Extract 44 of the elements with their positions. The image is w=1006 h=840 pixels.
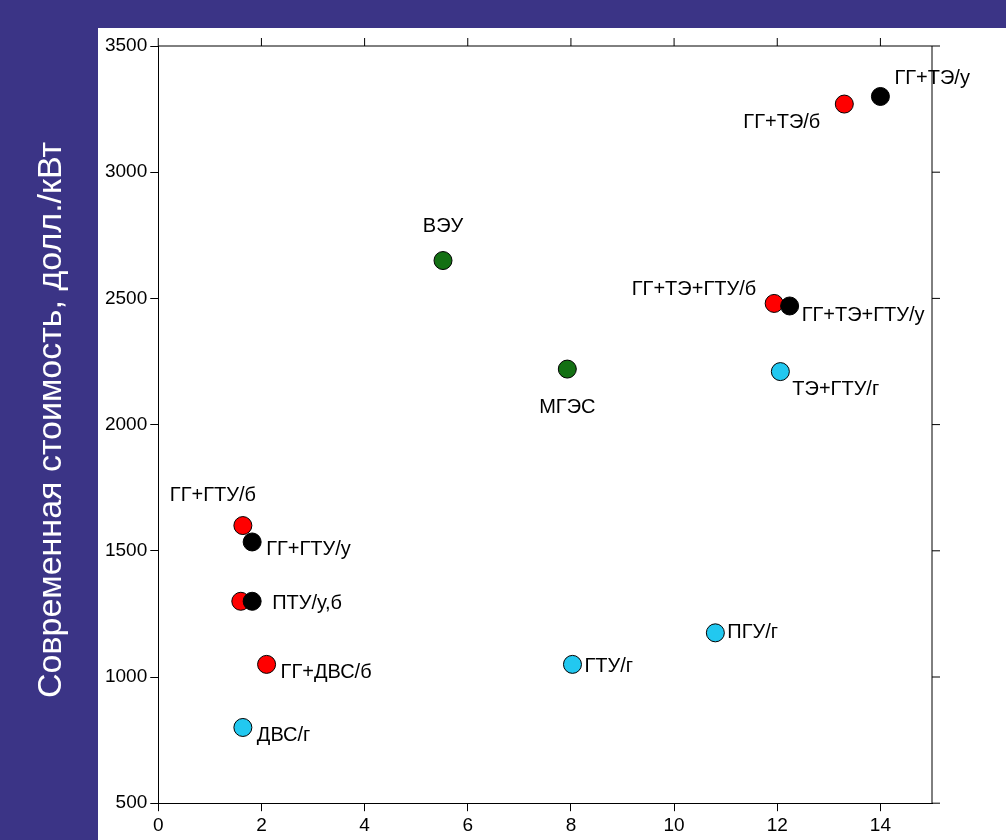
y-tick-label: 3500 <box>104 34 148 56</box>
annotation: ГГ+ГТУ/у <box>266 537 351 560</box>
annotation: ГГ+ТЭ+ГТУ/у <box>801 303 925 326</box>
point <box>557 359 577 379</box>
y-tick-label: 2500 <box>104 286 148 308</box>
point <box>770 362 790 382</box>
point <box>433 251 453 271</box>
annotation: ВЭУ <box>422 214 464 237</box>
annotation: ДВС/г <box>256 723 311 745</box>
annotation: ТЭ+ГТУ/г <box>792 377 880 400</box>
point <box>242 532 262 552</box>
x-tick-label: 8 <box>565 813 577 835</box>
point <box>780 296 800 316</box>
x-tick-label: 4 <box>359 813 371 835</box>
point <box>257 654 277 674</box>
annotation: ГГ+ГТУ/б <box>169 483 256 506</box>
y-tick-label: 2000 <box>104 412 148 434</box>
annotation: ГТУ/г <box>584 653 634 676</box>
annotation: ПГУ/г <box>727 620 779 643</box>
annotation: ГГ+ТЭ/б <box>743 109 821 132</box>
point <box>764 293 784 313</box>
point <box>242 591 262 611</box>
y-axis-title: Современная стоимость, долл./кВт <box>29 141 69 699</box>
y-tick-label: 3000 <box>104 160 148 182</box>
y-tick-label: 1500 <box>104 539 148 561</box>
x-tick-label: 10 <box>663 813 685 835</box>
x-tick-label: 6 <box>462 813 474 835</box>
point <box>233 717 253 737</box>
annotation: ГГ+ДВС/б <box>280 659 372 682</box>
point <box>870 86 890 106</box>
y-tick-label: 1000 <box>104 665 148 687</box>
annotation: МГЭС <box>539 394 596 417</box>
point <box>233 516 253 536</box>
y-tick-label: 500 <box>115 791 148 813</box>
x-tick-label: 2 <box>256 813 267 835</box>
point <box>705 623 725 643</box>
annotation: ГГ+ТЭ/у <box>894 66 970 88</box>
x-tick-label: 14 <box>869 813 892 835</box>
point <box>562 654 582 674</box>
annotation: ГГ+ТЭ+ГТУ/б <box>631 276 757 299</box>
x-tick-label: 0 <box>152 813 164 835</box>
annotation: ПТУ/у,б <box>272 590 343 613</box>
point <box>834 94 854 114</box>
x-tick-label: 12 <box>766 813 788 835</box>
